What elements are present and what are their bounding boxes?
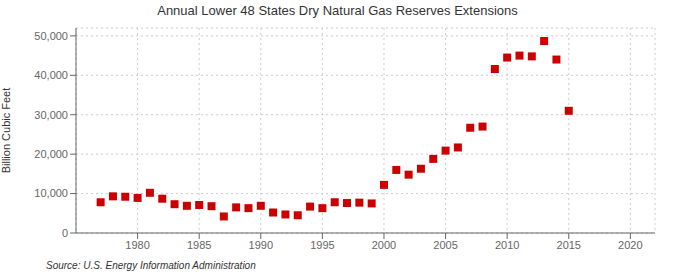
svg-text:10,000: 10,000 xyxy=(34,187,68,199)
svg-text:1995: 1995 xyxy=(310,239,334,251)
svg-text:2020: 2020 xyxy=(618,239,642,251)
svg-text:1985: 1985 xyxy=(187,239,211,251)
svg-text:1990: 1990 xyxy=(249,239,273,251)
svg-text:30,000: 30,000 xyxy=(34,109,68,121)
svg-text:0: 0 xyxy=(62,227,68,239)
svg-text:2005: 2005 xyxy=(433,239,457,251)
html-text:Annual Lower 48 States Dry Nat: Annual Lower 48 States Dry Natural Gas R… xyxy=(157,3,518,18)
svg-text:1980: 1980 xyxy=(125,239,149,251)
svg-text:20,000: 20,000 xyxy=(34,148,68,160)
svg-text:2000: 2000 xyxy=(372,239,396,251)
html-text:Source: U.S. Energy Informatio: Source: U.S. Energy Information Administ… xyxy=(46,260,256,271)
svg-text:Billion Cubic Feet: Billion Cubic Feet xyxy=(8,88,12,174)
svg-text:2015: 2015 xyxy=(557,239,581,251)
svg-text:2010: 2010 xyxy=(495,239,519,251)
svg-text:40,000: 40,000 xyxy=(34,69,68,81)
svg-text:50,000: 50,000 xyxy=(34,30,68,42)
